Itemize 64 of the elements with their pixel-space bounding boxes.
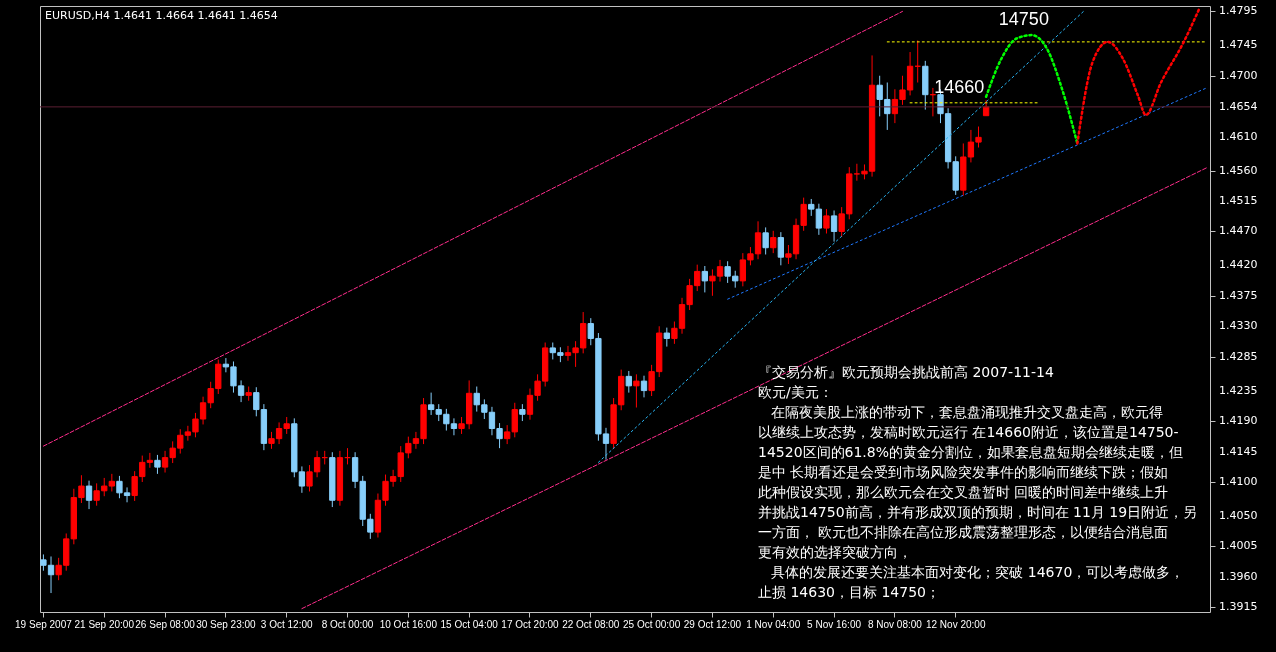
y-tick-label: 1.3915 — [1219, 600, 1258, 614]
y-tick-label: 1.4610 — [1219, 129, 1258, 143]
x-tick-label: 3 Oct 12:00 — [260, 618, 313, 630]
candlestick — [770, 230, 777, 254]
x-tick-label: 1 Nov 04:00 — [746, 618, 801, 630]
y-tick-label: 1.4235 — [1219, 383, 1258, 397]
x-tick-label: 12 Nov 20:00 — [925, 618, 986, 630]
y-tick-label: 1.4470 — [1219, 224, 1258, 238]
x-tick-label: 8 Nov 08:00 — [867, 618, 923, 630]
y-tick-label: 1.4145 — [1219, 444, 1258, 458]
annotation: 具体的发展还要关注基本面对变化；突破 14670，可以考虑做多， — [770, 563, 1186, 582]
annotation: 并挑战14750前高，并有形成双顶的预期，时间在 11月 19日附近，另 — [758, 503, 1198, 522]
y-tick-label: 1.4285 — [1219, 349, 1258, 363]
x-tick-label: 26 Sep 08:00 — [135, 618, 196, 630]
annotation: 『交易分析』欧元预期会挑战前高 2007-11-14 — [758, 363, 1055, 382]
x-tick-label: 5 Nov 16:00 — [807, 618, 862, 630]
y-tick-label: 1.4745 — [1219, 38, 1258, 52]
y-tick-label: 1.4560 — [1219, 163, 1258, 177]
y-tick-label: 1.4190 — [1219, 414, 1258, 428]
annotation: 欧元/美元： — [758, 383, 834, 402]
x-tick-label: 17 Oct 20:00 — [501, 618, 560, 630]
y-tick-label: 1.4050 — [1219, 508, 1258, 522]
y-tick-label: 1.4005 — [1219, 539, 1258, 553]
annotation: 14520区间的61.8%的黄金分割位，如果套息盘短期会继续走暖，但 — [758, 443, 1184, 462]
x-tick-label: 30 Sep 23:00 — [196, 618, 257, 630]
y-tick-label: 1.4420 — [1219, 258, 1258, 272]
y-tick-label: 1.4100 — [1219, 475, 1258, 488]
x-tick-label: 29 Oct 12:00 — [683, 618, 742, 630]
x-tick-label: 15 Oct 04:00 — [440, 618, 499, 630]
y-tick-label: 1.4330 — [1219, 319, 1258, 333]
line-series — [1076, 8, 1201, 145]
x-tick-label: 22 Oct 08:00 — [562, 618, 620, 630]
candlestick — [830, 209, 838, 243]
candlestick — [85, 480, 93, 510]
annotation: 此种假设实现，那么欧元会在交叉盘暂时 回暖的时间差中继续上升 — [758, 483, 1170, 502]
annotation: 是中 长期看还是会受到市场风险突发事件的影响而继续下跌；假如 — [758, 463, 1170, 482]
candlestick — [663, 327, 670, 348]
ref-line-label: 1.4654 — [1219, 99, 1258, 113]
candlestick — [640, 375, 648, 398]
y-tick-label: 1.4375 — [1219, 288, 1258, 302]
candlestick — [625, 370, 632, 394]
candlestick — [762, 226, 769, 255]
y-tick-label: 1.3960 — [1219, 569, 1258, 583]
x-tick-label: 21 Sep 20:00 — [74, 618, 135, 630]
annotation: 在隔夜美股上涨的带动下，套息盘涌现推升交叉盘走高，欧元得 — [770, 403, 1165, 422]
candlestick — [633, 373, 640, 409]
y-tick-label: 1.4795 — [1219, 4, 1258, 18]
chart-title: EURUSD,H4 1.4641 1.4664 1.4641 1.4654 — [45, 9, 278, 22]
annotation: 14660 — [934, 77, 985, 97]
x-tick-label: 8 Oct 00:00 — [321, 618, 374, 630]
annotation: 更有效的选择突破方向， — [758, 543, 913, 562]
annotation: 14750 — [998, 9, 1049, 29]
candlestick — [154, 454, 161, 475]
annotation: 以继续上攻态势，发稿时欧元运行 在14660附近，该位置是14750- — [758, 423, 1180, 442]
annotation: 一方面， 欧元也不排除在高位形成震荡整理形态，以便结合消息面 — [758, 523, 1170, 542]
candlestick — [777, 231, 785, 266]
candlestick — [823, 208, 830, 234]
y-tick-label: 1.4515 — [1219, 194, 1258, 207]
x-tick-label: 10 Oct 16:00 — [379, 618, 438, 630]
y-tick-label: 1.4700 — [1219, 68, 1258, 82]
x-tick-label: 19 Sep 2007 — [15, 618, 73, 630]
candlestick — [701, 265, 708, 293]
annotation: 止损 14630，目标 14750； — [758, 583, 941, 602]
x-tick-label: 25 Oct 00:00 — [622, 618, 681, 630]
